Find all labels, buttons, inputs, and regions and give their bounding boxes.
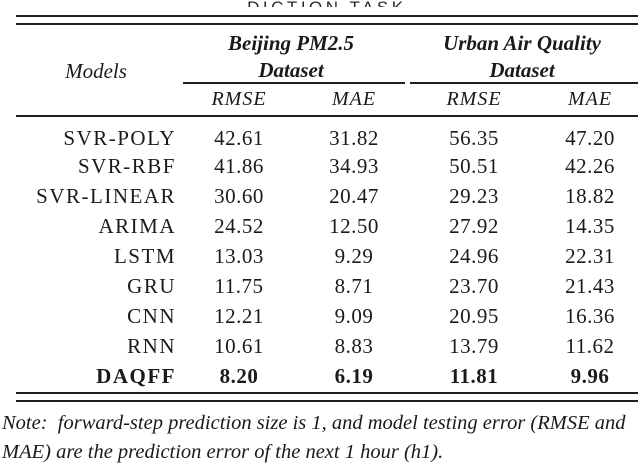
cell-value: 56.35	[449, 126, 499, 150]
model-name: CNN	[127, 303, 176, 328]
cell-value: 8.20	[219, 363, 259, 388]
cmidrule-beijing	[183, 82, 406, 84]
cell-value: 24.96	[449, 243, 499, 268]
group-header-beijing-line2: Dataset	[258, 58, 324, 82]
results-table: Models Beijing PM2.5 Dataset Urban Air Q…	[16, 27, 639, 391]
cell-value: 42.26	[565, 153, 615, 178]
cell-value: 42.61	[214, 126, 264, 150]
cell-value: 9.96	[570, 363, 610, 388]
cell-value: 11.62	[565, 333, 615, 358]
cell-value: 47.20	[565, 126, 615, 150]
table-row: GRU 11.75 8.71 23.70 21.43	[16, 271, 638, 301]
cell-value: 13.79	[449, 333, 499, 358]
cell-value: 24.52	[214, 213, 264, 238]
model-name: GRU	[127, 273, 176, 298]
group-header-urban-line2: Dataset	[489, 58, 555, 82]
cell-value: 18.82	[565, 183, 615, 208]
clipped-caption-text: DICTION TASK.	[247, 0, 415, 7]
table-note: Note: forward-step prediction size is 1,…	[2, 409, 640, 467]
cell-value: 41.86	[214, 153, 264, 178]
model-name: SVR-RBF	[77, 153, 176, 178]
models-column-header: Models	[16, 27, 176, 117]
cell-value: 20.95	[449, 303, 499, 328]
table-body: SVR-POLY 42.61 31.82 56.35 47.20 SVR-RBF…	[16, 116, 638, 391]
cell-value: 50.51	[449, 153, 499, 178]
group-header-urban-line1: Urban Air Quality	[443, 31, 601, 55]
cell-value: 22.31	[565, 243, 615, 268]
model-name: RNN	[127, 333, 176, 358]
cell-value: 13.03	[214, 243, 264, 268]
group-header-beijing-line1: Beijing PM2.5	[228, 31, 355, 55]
cell-value: 31.82	[329, 126, 379, 150]
cell-value: 21.43	[565, 273, 615, 298]
cell-value: 8.71	[334, 273, 374, 298]
note-line-2: MAE) are the prediction error of the nex…	[2, 441, 444, 463]
cell-value: 9.29	[334, 243, 374, 268]
model-name: ARIMA	[98, 213, 176, 238]
cell-value: 16.36	[565, 303, 615, 328]
cell-value: 14.35	[565, 213, 615, 238]
cell-value: 12.50	[329, 213, 379, 238]
table-row: LSTM 13.03 9.29 24.96 22.31	[16, 241, 638, 271]
header-urban-mae: MAE	[542, 84, 639, 117]
table-row: ARIMA 24.52 12.50 27.92 14.35	[16, 211, 638, 241]
cmidrule-urban	[410, 82, 639, 84]
table-row: RNN 10.61 8.83 13.79 11.62	[16, 331, 638, 361]
header-beijing-rmse: RMSE	[176, 84, 302, 117]
model-name: LSTM	[113, 243, 176, 268]
table-row: SVR-POLY 42.61 31.82 56.35 47.20	[16, 116, 638, 151]
cell-value: 8.83	[334, 333, 374, 358]
model-name: DAQFF	[96, 363, 176, 388]
cell-value: 27.92	[449, 213, 499, 238]
cell-value: 10.61	[214, 333, 264, 358]
model-name: SVR-POLY	[63, 126, 176, 150]
table-row: CNN 12.21 9.09 20.95 16.36	[16, 301, 638, 331]
cell-value: 23.70	[449, 273, 499, 298]
cell-value: 30.60	[214, 183, 264, 208]
cell-value: 29.23	[449, 183, 499, 208]
cell-value: 20.47	[329, 183, 379, 208]
table-row: SVR-LINEAR 30.60 20.47 29.23 18.82	[16, 181, 638, 211]
cell-value: 11.81	[449, 363, 499, 388]
group-header-beijing: Beijing PM2.5 Dataset	[176, 27, 406, 84]
table-row-daqff: DAQFF 8.20 6.19 11.81 9.96	[16, 361, 638, 391]
header-urban-rmse: RMSE	[406, 84, 543, 117]
note-line-1: Note: forward-step prediction size is 1,…	[2, 412, 626, 434]
table-bottom-double-rule	[16, 392, 638, 402]
cell-value: 12.21	[214, 303, 264, 328]
table-row: SVR-RBF 41.86 34.93 50.51 42.26	[16, 151, 638, 181]
model-name: SVR-LINEAR	[36, 183, 176, 208]
table-top-double-rule	[16, 15, 638, 25]
cell-value: 9.09	[334, 303, 374, 328]
cell-value: 11.75	[214, 273, 264, 298]
table-header: Models Beijing PM2.5 Dataset Urban Air Q…	[16, 27, 639, 117]
group-header-urban: Urban Air Quality Dataset	[406, 27, 639, 84]
cell-value: 34.93	[329, 153, 379, 178]
header-beijing-mae: MAE	[302, 84, 407, 117]
clipped-page-caption: DICTION TASK.	[11, 0, 640, 7]
cell-value: 6.19	[334, 363, 374, 388]
